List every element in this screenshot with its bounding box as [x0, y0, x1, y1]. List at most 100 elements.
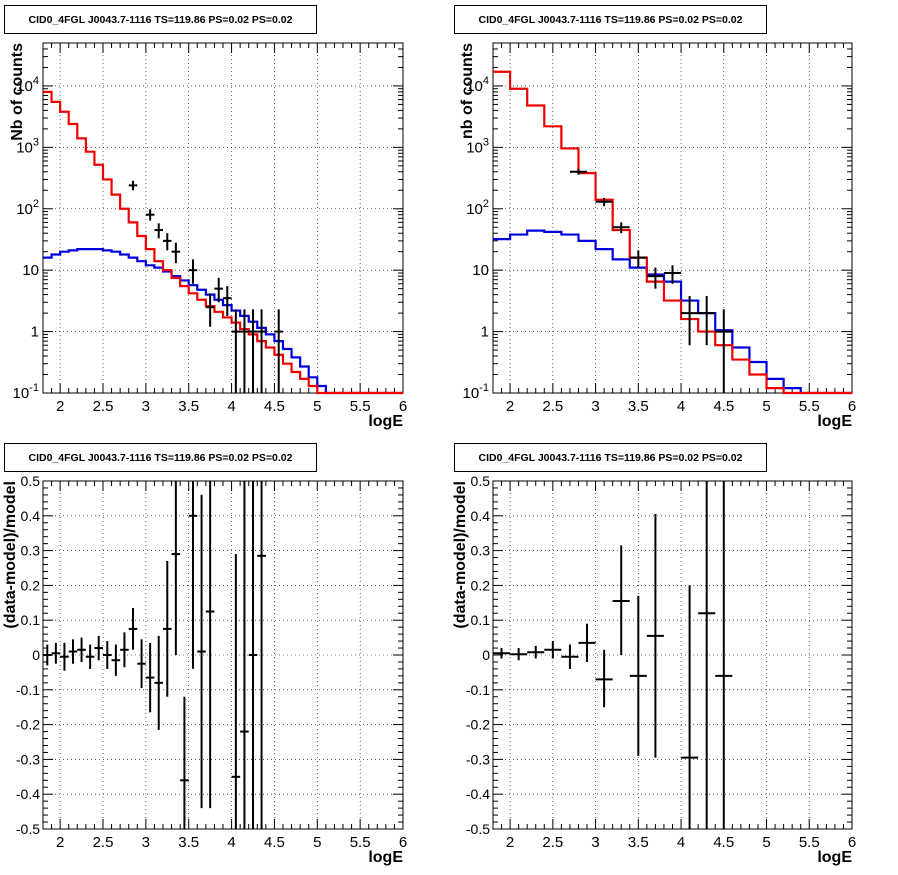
x-tick-label: 2.5 [93, 398, 114, 415]
model-total-red-step [493, 70, 852, 395]
x-tick-label: 2 [56, 398, 64, 415]
y-axis-label: nb of counts [459, 43, 476, 139]
y-axis-label: (data-model)/model [452, 481, 469, 629]
x-tick-label: 4.5 [713, 834, 734, 851]
x-tick-label: 5 [762, 398, 770, 415]
data-point [188, 481, 198, 669]
data-point [248, 309, 258, 393]
y-tick-label: 0 [482, 647, 490, 663]
data-point [205, 481, 215, 809]
y-tick-label: 0.2 [471, 577, 491, 593]
data-point [595, 197, 613, 207]
data-point [240, 481, 249, 829]
data-point [197, 494, 206, 809]
model-total-red-step [43, 90, 403, 395]
y-axis-label: (data-model)/model [2, 481, 19, 629]
y-tick-label: 0.4 [471, 508, 491, 524]
data-point [77, 637, 86, 662]
x-tick-label: 2 [506, 834, 514, 851]
x-tick-label: 3 [142, 834, 150, 851]
data-point [510, 648, 528, 661]
y-tick-label: 0 [32, 647, 40, 663]
x-tick-label: 6 [399, 398, 407, 415]
model-component-blue-step [43, 248, 403, 395]
data-point [51, 642, 61, 664]
data-point [94, 635, 103, 661]
y-tick-label: -0.1 [16, 682, 40, 698]
data-point [257, 481, 266, 829]
data-point [646, 267, 664, 289]
plot-frame [492, 480, 853, 830]
x-tick-label: 6 [399, 834, 407, 851]
x-axis-label: logE [817, 413, 852, 430]
y-tick-label: 10-1 [13, 382, 39, 402]
x-tick-label: 2.5 [542, 398, 563, 415]
data-point [715, 481, 733, 829]
plot-frame [42, 42, 404, 394]
x-axis-label: logE [368, 849, 403, 866]
x-tick-label: 4 [227, 834, 235, 851]
x-tick-label: 3.5 [628, 834, 649, 851]
data-point [715, 309, 733, 393]
x-tick-label: 4 [677, 398, 685, 415]
data-point [163, 561, 172, 697]
data-point [646, 514, 664, 758]
data-point [527, 645, 545, 659]
data-point [60, 642, 69, 671]
data-point [145, 642, 155, 713]
x-tick-label: 3.5 [178, 398, 199, 415]
data-point [629, 250, 647, 268]
y-tick-label: 1 [481, 324, 489, 341]
data-point [698, 295, 716, 346]
data-point [544, 641, 562, 659]
y-tick-label: -0.2 [466, 717, 490, 733]
x-tick-label: 5 [762, 834, 770, 851]
data-point [612, 222, 630, 234]
data-point [154, 635, 163, 730]
x-tick-label: 3.5 [178, 834, 199, 851]
y-tick-label: -0.5 [16, 821, 40, 837]
y-tick-label: 1 [31, 324, 39, 341]
y-tick-label: 104 [16, 75, 39, 95]
y-tick-label: 10 [22, 262, 39, 279]
data-point [171, 242, 181, 264]
x-tick-label: 4.5 [264, 398, 285, 415]
data-point [612, 545, 630, 655]
data-point [493, 648, 511, 659]
data-point [163, 233, 172, 251]
data-point [214, 277, 223, 303]
data-point [223, 286, 232, 316]
y-axis-label: Nb of counts [9, 43, 26, 141]
y-tick-label: -0.3 [16, 751, 40, 767]
data-point [111, 644, 121, 676]
x-tick-label: 3.5 [628, 398, 649, 415]
panel-title-top-right: CID0_4FGL J0043.7-1116 TS=119.86 PS=0.02… [454, 5, 767, 34]
y-tick-label: -0.4 [16, 786, 40, 802]
y-tick-label: 103 [16, 136, 39, 156]
model-component-blue-step [493, 229, 852, 395]
y-tick-label: -0.4 [466, 786, 490, 802]
panel-title-top-left: CID0_4FGL J0043.7-1116 TS=119.86 PS=0.02… [4, 5, 317, 34]
x-tick-label: 2 [506, 398, 514, 415]
data-point [663, 265, 682, 284]
data-point [128, 180, 138, 191]
data-point [103, 641, 112, 669]
y-tick-label: 0.3 [471, 543, 491, 559]
data-point [578, 623, 596, 662]
data-point [205, 293, 215, 327]
x-tick-label: 5.5 [350, 398, 371, 415]
data-point [231, 554, 241, 829]
y-tick-label: 0.4 [21, 508, 41, 524]
x-tick-label: 6 [848, 834, 856, 851]
data-point [180, 696, 189, 829]
y-tick-label: 103 [466, 136, 489, 156]
y-tick-label: 0.5 [21, 473, 41, 489]
y-tick-label: 0.5 [471, 473, 491, 489]
x-tick-label: 3 [142, 398, 150, 415]
x-tick-label: 5 [313, 398, 321, 415]
x-tick-label: 5.5 [799, 834, 820, 851]
x-tick-label: 4 [677, 834, 685, 851]
